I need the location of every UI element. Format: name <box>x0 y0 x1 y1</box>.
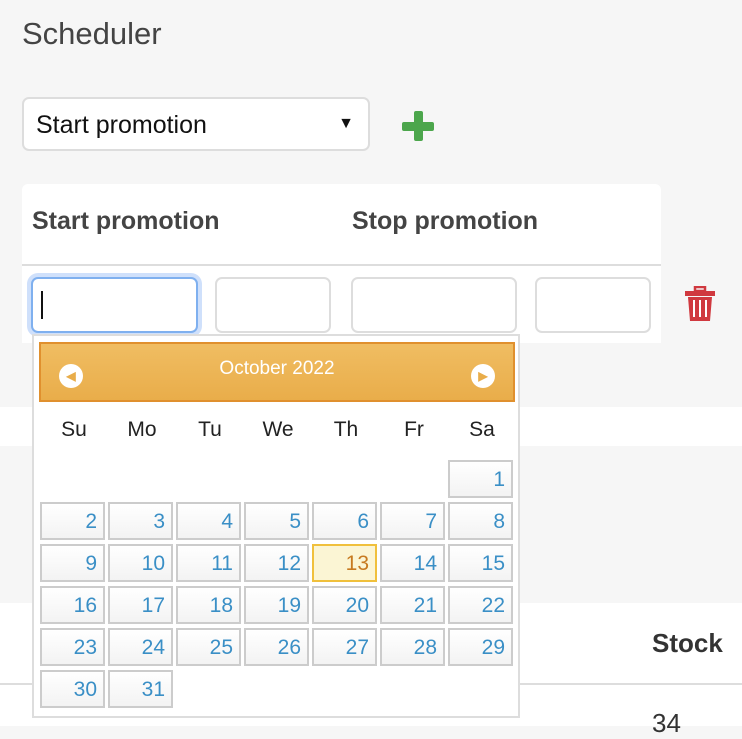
day-cell[interactable]: 6 <box>312 502 377 540</box>
day-cell[interactable]: 15 <box>448 544 513 582</box>
select-value: Start promotion <box>36 111 207 139</box>
add-icon[interactable] <box>402 111 434 143</box>
day-cell[interactable]: 28 <box>380 628 445 666</box>
empty-cell <box>176 460 241 498</box>
weekday-sa: Sa <box>469 418 495 441</box>
datepicker-header: ◀ October 2022 ▶ <box>39 342 515 402</box>
next-month-icon[interactable]: ▶ <box>471 364 495 388</box>
day-cell[interactable]: 7 <box>380 502 445 540</box>
day-cell[interactable]: 29 <box>448 628 513 666</box>
trash-icon[interactable] <box>684 286 716 322</box>
weekday-fr: Fr <box>404 418 424 441</box>
header-stop-promotion: Stop promotion <box>352 207 539 235</box>
start-time-input[interactable] <box>215 277 331 333</box>
weekday-th: Th <box>333 418 359 441</box>
day-cell[interactable]: 12 <box>244 544 309 582</box>
weekday-su: Su <box>61 418 87 441</box>
empty-cell <box>244 460 309 498</box>
day-cell[interactable]: 17 <box>108 586 173 624</box>
header-start-promotion: Start promotion <box>32 207 220 235</box>
caret-down-icon: ▼ <box>338 115 354 132</box>
day-cell[interactable]: 21 <box>380 586 445 624</box>
stock-header: Stock <box>652 628 723 658</box>
day-cell[interactable]: 5 <box>244 502 309 540</box>
weekday-header: Su Mo Tu We Th Fr Sa <box>40 418 516 442</box>
day-cell[interactable]: 11 <box>176 544 241 582</box>
day-today[interactable]: 13 <box>312 544 377 582</box>
day-cell[interactable]: 16 <box>40 586 105 624</box>
stop-time-input[interactable] <box>535 277 651 333</box>
day-cell[interactable]: 10 <box>108 544 173 582</box>
stop-date-input[interactable] <box>351 277 517 333</box>
weekday-mo: Mo <box>127 418 157 441</box>
empty-cell <box>40 460 105 498</box>
page-title: Scheduler <box>22 16 162 51</box>
weekday-tu: Tu <box>198 418 222 441</box>
action-select[interactable]: Start promotion ▼ <box>22 97 370 151</box>
day-cell[interactable]: 1 <box>448 460 513 498</box>
day-cell[interactable]: 9 <box>40 544 105 582</box>
stock-value: 34 <box>652 708 681 738</box>
day-cell[interactable]: 27 <box>312 628 377 666</box>
text-caret <box>41 291 43 319</box>
day-cell[interactable]: 31 <box>108 670 173 708</box>
divider <box>22 264 661 266</box>
start-date-input[interactable] <box>31 277 198 333</box>
day-cell[interactable]: 23 <box>40 628 105 666</box>
day-cell[interactable]: 30 <box>40 670 105 708</box>
day-cell[interactable]: 20 <box>312 586 377 624</box>
day-cell[interactable]: 26 <box>244 628 309 666</box>
prev-month-icon[interactable]: ◀ <box>59 364 83 388</box>
day-cell[interactable]: 22 <box>448 586 513 624</box>
day-cell[interactable]: 3 <box>108 502 173 540</box>
day-cell[interactable]: 25 <box>176 628 241 666</box>
month-title: October 2022 <box>219 358 335 379</box>
day-cell[interactable]: 19 <box>244 586 309 624</box>
empty-cell <box>380 460 445 498</box>
day-cell[interactable]: 8 <box>448 502 513 540</box>
day-cell[interactable]: 4 <box>176 502 241 540</box>
day-cell[interactable]: 18 <box>176 586 241 624</box>
empty-cell <box>312 460 377 498</box>
day-grid: 1 2 3 4 5 6 7 8 9 10 11 12 13 14 15 16 17 18 19 20 21 22 23 24 2… <box>40 460 513 708</box>
weekday-we: We <box>262 418 294 441</box>
day-cell[interactable]: 14 <box>380 544 445 582</box>
empty-cell <box>108 460 173 498</box>
day-cell[interactable]: 2 <box>40 502 105 540</box>
day-cell[interactable]: 24 <box>108 628 173 666</box>
